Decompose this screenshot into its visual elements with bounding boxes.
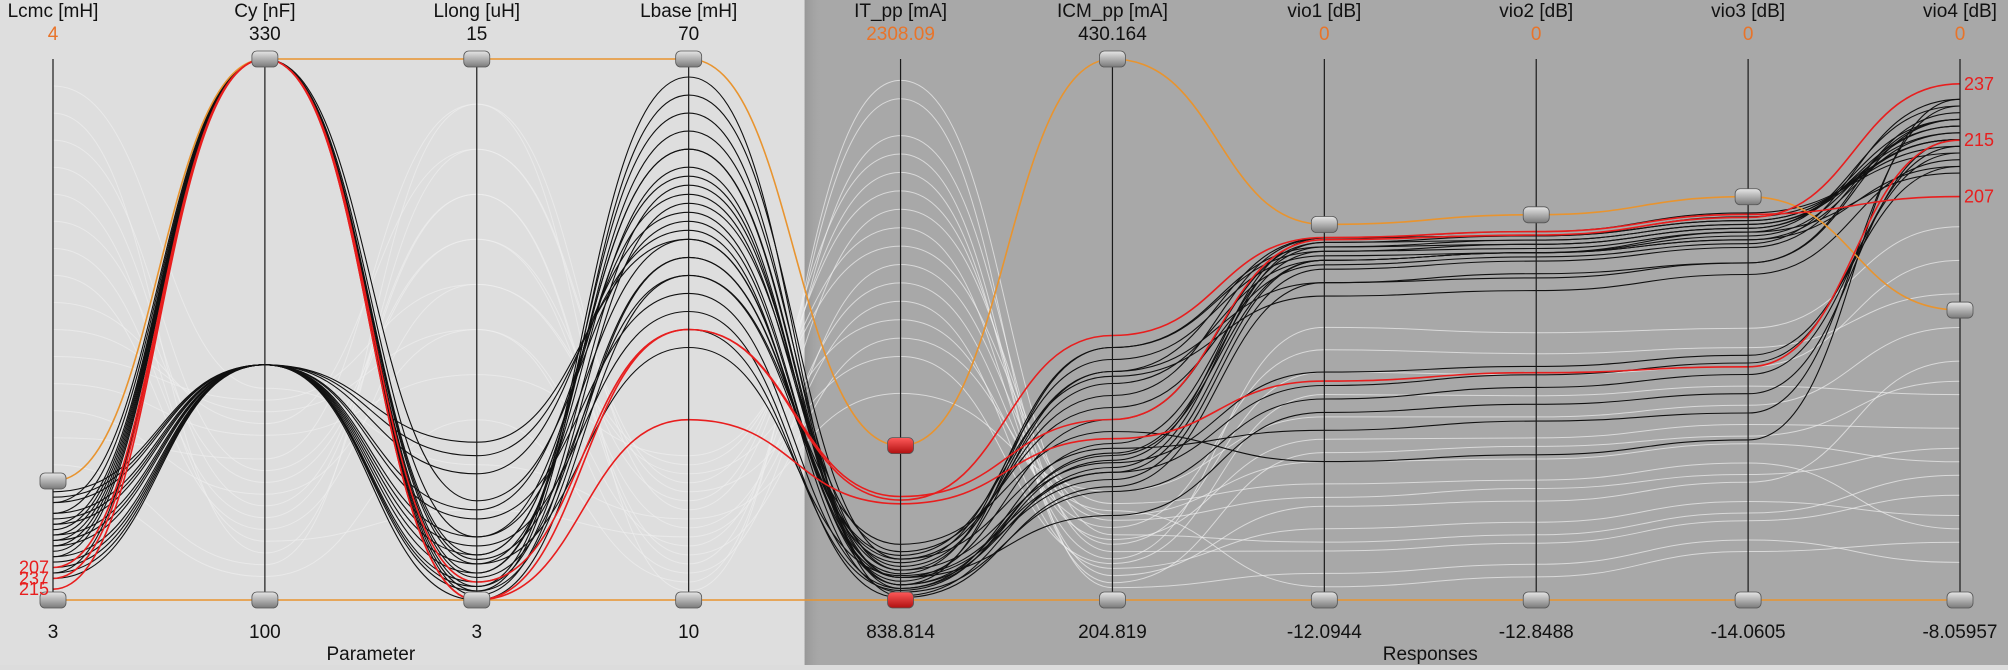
axis-max-7: 0 xyxy=(1531,24,1542,45)
filter-handle-bottom-5[interactable] xyxy=(1099,591,1126,609)
axis-title-6: vio1 [dB] xyxy=(1287,1,1361,22)
data-line-23 xyxy=(52,165,1961,577)
filtered-line-13 xyxy=(52,193,1961,588)
data-line-19 xyxy=(52,98,1961,601)
filter-handle-bottom-3[interactable] xyxy=(675,591,703,609)
filter-handle-bottom-9[interactable] xyxy=(1946,591,1974,609)
filter-handle-top-5[interactable] xyxy=(1099,50,1126,68)
group-label-0: Parameter xyxy=(326,644,415,665)
selected-label-left-215: 215 xyxy=(19,579,49,599)
axis-max-1: 330 xyxy=(249,24,281,45)
axis-max-8: 0 xyxy=(1743,24,1754,45)
selected-label-right-237: 237 xyxy=(1964,74,1994,94)
axis-min-0: 3 xyxy=(48,622,59,643)
filter-handle-top-0[interactable] xyxy=(39,472,67,490)
filtered-line-15 xyxy=(52,79,1961,592)
axis-title-2: Llong [uH] xyxy=(433,1,520,22)
filter-handle-top-8[interactable] xyxy=(1734,188,1762,206)
axis-min-5: 204.819 xyxy=(1078,622,1147,643)
selected-label-right-215: 215 xyxy=(1964,130,1994,150)
axis-max-2: 15 xyxy=(466,24,487,45)
filter-handle-bottom-6[interactable] xyxy=(1310,591,1338,609)
axis-min-4: 838.814 xyxy=(866,622,935,643)
filter-handle-top-9[interactable] xyxy=(1946,301,1974,319)
data-line-21 xyxy=(52,118,1961,599)
axis-title-4: IT_pp [mA] xyxy=(854,1,947,22)
axis-title-0: Lcmc [mH] xyxy=(8,1,99,22)
data-line-20 xyxy=(52,139,1961,590)
filtered-line-4 xyxy=(52,135,1961,565)
filter-handle-top-7[interactable] xyxy=(1522,206,1550,224)
axis-min-8: -14.0605 xyxy=(1711,622,1786,643)
filter-handle-bottom-2[interactable] xyxy=(463,591,491,609)
axis-max-3: 70 xyxy=(678,24,699,45)
filter-handle-top-2[interactable] xyxy=(463,50,491,68)
filter-handle-bottom-4[interactable] xyxy=(887,591,914,609)
axis-min-6: -12.0944 xyxy=(1287,622,1362,643)
data-line-17 xyxy=(52,139,1961,579)
axis-max-4: 2308.09 xyxy=(866,24,935,45)
filtered-line-14 xyxy=(52,226,1961,560)
axis-title-7: vio2 [dB] xyxy=(1499,1,1573,22)
axis-title-8: vio3 [dB] xyxy=(1711,1,1785,22)
selected-line-215[interactable] xyxy=(52,58,1961,601)
filter-handle-bottom-8[interactable] xyxy=(1734,591,1762,609)
selected-label-right-207: 207 xyxy=(1964,187,1994,207)
filtered-line-5 xyxy=(52,274,1961,530)
axis-min-1: 100 xyxy=(249,622,281,643)
responses-panel xyxy=(804,0,2008,665)
axis-max-0: 4 xyxy=(48,24,59,45)
filter-handle-top-1[interactable] xyxy=(251,50,279,68)
axis-max-9: 0 xyxy=(1955,24,1966,45)
axis-title-5: ICM_pp [mA] xyxy=(1057,1,1168,22)
axis-max-5: 430.164 xyxy=(1078,24,1147,45)
data-line-16 xyxy=(52,145,1961,593)
axis-min-3: 10 xyxy=(678,622,699,643)
filter-handle-top-4[interactable] xyxy=(887,437,914,455)
axis-title-1: Cy [nF] xyxy=(234,1,295,22)
axis-min-7: -12.8488 xyxy=(1499,622,1574,643)
highlighted-line xyxy=(52,58,1961,482)
selected-label-left-207: 207 xyxy=(19,558,49,578)
parameter-panel xyxy=(0,0,805,665)
filter-handle-top-3[interactable] xyxy=(675,50,703,68)
axis-min-2: 3 xyxy=(471,622,482,643)
filter-handle-bottom-1[interactable] xyxy=(251,591,279,609)
filter-handle-top-6[interactable] xyxy=(1310,216,1338,233)
data-line-22 xyxy=(52,172,1961,591)
selected-label-left-237: 237 xyxy=(19,568,49,588)
axis-max-6: 0 xyxy=(1319,24,1330,45)
filtered-line-9 xyxy=(52,193,1961,569)
filtered-line-11 xyxy=(52,263,1961,574)
group-label-1: Responses xyxy=(1383,644,1478,665)
axis-title-9: vio4 [dB] xyxy=(1923,1,1997,22)
axis-title-3: Lbase [mH] xyxy=(640,1,737,22)
data-line-6 xyxy=(52,58,1961,582)
filtered-line-7 xyxy=(52,98,1961,589)
filtered-line-8 xyxy=(52,85,1961,520)
filter-handle-bottom-0[interactable] xyxy=(39,591,67,609)
filtered-line-3 xyxy=(52,103,1961,577)
filtered-line-6 xyxy=(52,245,1961,530)
filter-handle-bottom-7[interactable] xyxy=(1522,591,1550,609)
axis-min-9: -8.05957 xyxy=(1922,622,1997,643)
